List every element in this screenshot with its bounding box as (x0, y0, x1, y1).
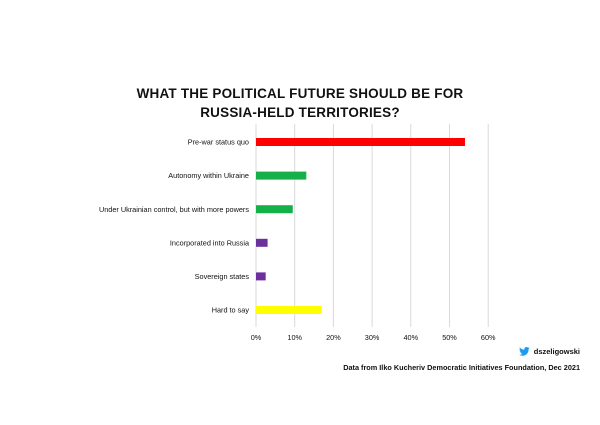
bar (256, 138, 465, 146)
data-source-note: Data from Ilko Kucheriv Democratic Initi… (343, 363, 580, 372)
bar (256, 171, 307, 180)
category-label: Hard to say (212, 306, 250, 315)
category-label: Sovereign states (195, 272, 250, 281)
x-tick-label: 30% (365, 333, 380, 342)
author-credit[interactable]: dszeligowski (518, 347, 580, 356)
category-label: Incorporated into Russia (170, 238, 250, 247)
category-label: Under Ukrainian control, but with more p… (99, 205, 249, 214)
category-label: Autonomy within Ukraine (168, 171, 249, 180)
twitter-icon (518, 347, 530, 356)
chart-title: WHAT THE POLITICAL FUTURE SHOULD BE FOR … (0, 84, 600, 122)
x-tick-label: 20% (326, 333, 341, 342)
x-tick-label: 50% (442, 333, 457, 342)
bar (256, 238, 268, 247)
bar (256, 205, 293, 214)
chart-title-line-1: WHAT THE POLITICAL FUTURE SHOULD BE FOR (136, 86, 464, 101)
chart-title-line-2: RUSSIA-HELD TERRITORIES? (200, 105, 400, 120)
author-handle: dszeligowski (533, 347, 580, 356)
category-label: Pre-war status quo (188, 138, 249, 147)
bar (256, 272, 266, 281)
x-tick-label: 0% (251, 333, 262, 342)
x-tick-label: 60% (481, 333, 496, 342)
bar (256, 306, 322, 314)
x-tick-label: 40% (403, 333, 418, 342)
x-tick-label: 10% (287, 333, 302, 342)
